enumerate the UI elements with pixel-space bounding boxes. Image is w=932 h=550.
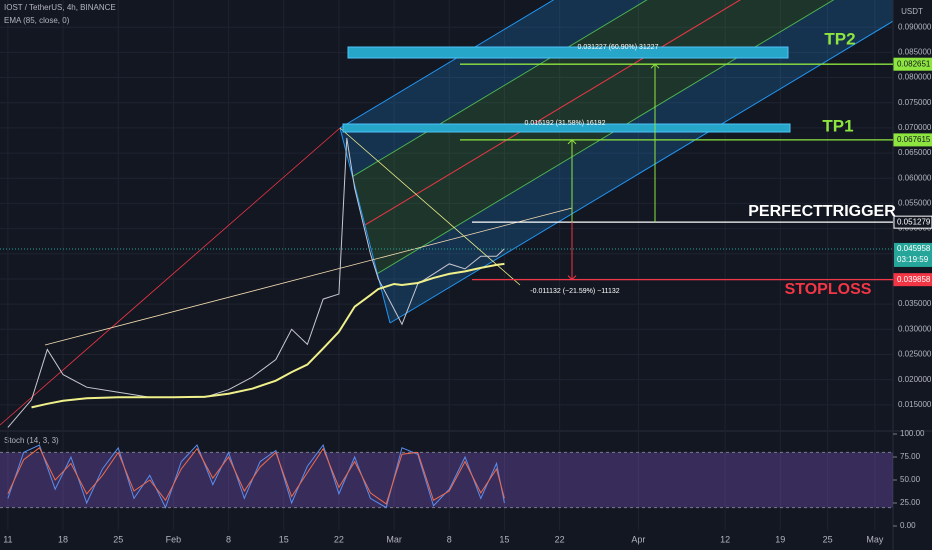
channel-line bbox=[339, 0, 555, 129]
x-tick-label: 19 bbox=[775, 534, 785, 544]
channel-line bbox=[389, 20, 893, 324]
level-name: TP2 bbox=[824, 29, 855, 48]
channel-edge bbox=[339, 127, 391, 324]
price-line bbox=[31, 262, 505, 409]
y-tick-label: 0.065000 bbox=[898, 148, 932, 157]
x-tick-label: 25 bbox=[113, 534, 123, 544]
x-tick-label: Apr bbox=[631, 534, 645, 544]
y-tick-label: 0.085000 bbox=[898, 47, 932, 56]
level-price-box bbox=[893, 57, 932, 71]
stoch-label: Stoch (14, 3, 3) bbox=[4, 436, 59, 445]
stoch-line bbox=[7, 443, 505, 509]
indicator-label: EMA (85, close, 0) bbox=[4, 16, 70, 25]
x-tick-label: 15 bbox=[279, 534, 289, 544]
level-price-box bbox=[893, 215, 932, 229]
x-tick-label: 11 bbox=[3, 534, 12, 544]
y-tick-label: 0.015000 bbox=[898, 400, 932, 409]
axis-unit: USDT bbox=[901, 7, 923, 16]
level-price: 0.051279 bbox=[897, 217, 931, 226]
x-tick-label: Feb bbox=[166, 534, 182, 544]
x-tick-label: 22 bbox=[334, 534, 344, 544]
last-price: 0.045958 bbox=[897, 244, 931, 253]
price-line bbox=[7, 137, 505, 428]
y-tick-label: 0.075000 bbox=[898, 98, 932, 107]
level-price-box bbox=[893, 273, 932, 287]
x-tick-label: 25 bbox=[823, 534, 833, 544]
y-tick-label: 0.025000 bbox=[898, 350, 932, 359]
stoch-tick-label: 25.00 bbox=[900, 498, 921, 507]
countdown: 03:19:59 bbox=[897, 255, 929, 264]
measure-label: 0.031227 (60.90%) 31227 bbox=[578, 44, 659, 51]
stoch-band bbox=[0, 452, 893, 508]
arrow-head bbox=[567, 275, 577, 281]
x-tick-label: 8 bbox=[447, 534, 452, 544]
y-tick-label: 0.055000 bbox=[898, 199, 932, 208]
y-tick-label: 0.020000 bbox=[898, 375, 932, 384]
level-price: 0.067615 bbox=[897, 135, 931, 144]
y-tick-label: 0.030000 bbox=[898, 324, 932, 333]
x-tick-label: May bbox=[866, 534, 884, 544]
target-zone bbox=[347, 46, 789, 59]
last-price-box bbox=[894, 242, 932, 267]
stoch-line bbox=[7, 447, 505, 505]
channel-line bbox=[352, 0, 648, 177]
y-tick-label: 0.090000 bbox=[898, 22, 932, 31]
y-tick-label: 0.080000 bbox=[898, 73, 932, 82]
arrow-head bbox=[567, 139, 577, 145]
y-tick-label: 0.070000 bbox=[898, 123, 932, 132]
level-name: TP1 bbox=[822, 116, 853, 135]
level-price: 0.039858 bbox=[897, 275, 931, 284]
trend-line bbox=[339, 127, 521, 286]
trend-line bbox=[0, 127, 341, 426]
channel-band bbox=[364, 0, 834, 274]
x-tick-label: Mar bbox=[386, 534, 402, 544]
x-tick-label: 18 bbox=[58, 534, 68, 544]
y-tick-label: 0.060000 bbox=[898, 173, 932, 182]
arrow-head bbox=[650, 63, 660, 69]
measure-label: -0.011132 (−21.59%) −11132 bbox=[530, 288, 619, 295]
channel-band bbox=[377, 0, 893, 323]
stoch-tick-label: 50.00 bbox=[900, 475, 921, 484]
x-tick-label: 15 bbox=[499, 534, 509, 544]
channel-line bbox=[364, 0, 741, 226]
chart-title: IOST / TetherUS, 4h, BINANCE bbox=[4, 3, 116, 12]
x-tick-label: 8 bbox=[226, 534, 231, 544]
target-zone bbox=[342, 123, 791, 133]
channel-line bbox=[377, 0, 835, 275]
stoch-tick-label: 100.00 bbox=[900, 429, 925, 438]
x-tick-label: 12 bbox=[720, 534, 730, 544]
level-price-box bbox=[893, 133, 932, 147]
level-name: STOPLOSS bbox=[785, 281, 872, 298]
level-price: 0.082651 bbox=[897, 59, 931, 68]
x-tick-label: 22 bbox=[555, 534, 565, 544]
trend-line bbox=[44, 207, 573, 346]
stoch-tick-label: 0.00 bbox=[900, 521, 916, 530]
stoch-tick-label: 75.00 bbox=[900, 452, 921, 461]
y-tick-label: 0.035000 bbox=[898, 299, 932, 308]
plot-area bbox=[0, 0, 893, 430]
measure-label: 0.016192 (31.58%) 16192 bbox=[525, 120, 606, 127]
level-name: PERFECTTRIGGER bbox=[748, 203, 896, 220]
